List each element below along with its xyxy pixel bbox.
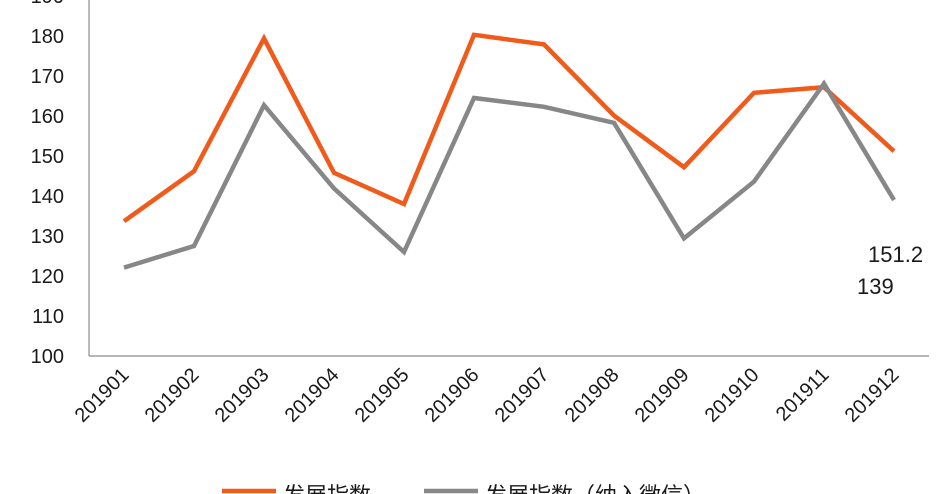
data-point bbox=[262, 36, 267, 41]
y-tick-label: 190 bbox=[31, 0, 64, 8]
data-point bbox=[332, 186, 337, 191]
x-tick-label: 201901 bbox=[71, 364, 134, 427]
x-tick-label: 201905 bbox=[351, 364, 414, 427]
legend: 发展指数 发展指数（纳入微信） bbox=[222, 484, 705, 494]
x-tick-label: 201903 bbox=[211, 364, 274, 427]
data-point bbox=[612, 120, 617, 125]
legend-label: 发展指数 bbox=[283, 484, 371, 494]
series-line-2 bbox=[123, 79, 896, 270]
data-point bbox=[682, 236, 687, 241]
end-value-label: 151.2 bbox=[868, 242, 923, 267]
data-point bbox=[122, 219, 127, 224]
data-point bbox=[892, 149, 897, 154]
x-tick-label: 201912 bbox=[841, 364, 904, 427]
data-point bbox=[472, 32, 477, 37]
data-point bbox=[192, 244, 197, 249]
series-lines bbox=[122, 32, 897, 270]
data-point bbox=[682, 165, 687, 170]
y-tick-label: 150 bbox=[31, 146, 64, 168]
data-point bbox=[402, 202, 407, 207]
data-point bbox=[402, 250, 407, 255]
x-tick-label: 201902 bbox=[141, 364, 204, 427]
x-tick-label: 201907 bbox=[491, 364, 554, 427]
data-point bbox=[542, 104, 547, 109]
x-tick-label: 201910 bbox=[701, 364, 764, 427]
end-labels: 151.2 139 bbox=[857, 242, 923, 299]
y-tick-label: 140 bbox=[31, 186, 64, 208]
y-tick-label: 170 bbox=[31, 66, 64, 88]
data-point bbox=[752, 179, 757, 184]
y-axis-ticks: 100 110 120 130 140 150 160 170 180 190 bbox=[31, 0, 64, 368]
y-tick-label: 110 bbox=[32, 306, 64, 328]
data-point bbox=[262, 103, 267, 108]
data-point bbox=[892, 198, 897, 203]
x-tick-label: 201909 bbox=[631, 364, 694, 427]
x-tick-label: 201908 bbox=[561, 364, 624, 427]
x-tick-label: 201904 bbox=[281, 364, 344, 427]
x-tick-label: 201911 bbox=[772, 364, 834, 426]
data-point bbox=[542, 42, 547, 47]
y-tick-label: 100 bbox=[31, 346, 64, 368]
axes bbox=[88, 0, 929, 357]
end-value-label: 139 bbox=[857, 274, 894, 299]
x-axis-ticks: 201901 201902 201903 201904 201905 201906 2019… bbox=[71, 364, 904, 427]
y-tick-label: 180 bbox=[31, 26, 64, 48]
data-point bbox=[612, 113, 617, 118]
data-point bbox=[752, 90, 757, 95]
legend-label: 发展指数（纳入微信） bbox=[485, 484, 705, 494]
y-tick-label: 120 bbox=[31, 266, 64, 288]
data-point bbox=[192, 169, 197, 174]
data-point bbox=[122, 265, 127, 270]
data-point bbox=[472, 96, 477, 101]
y-tick-label: 130 bbox=[31, 226, 64, 248]
data-point bbox=[822, 81, 827, 86]
y-tick-label: 160 bbox=[31, 106, 64, 128]
data-point bbox=[332, 170, 337, 175]
x-tick-label: 201906 bbox=[421, 364, 484, 427]
series-line-1 bbox=[122, 32, 896, 224]
